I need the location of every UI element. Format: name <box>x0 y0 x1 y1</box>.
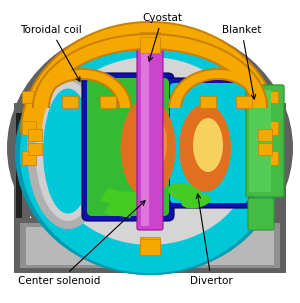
Text: Center solenoid: Center solenoid <box>18 201 145 286</box>
FancyBboxPatch shape <box>22 121 36 135</box>
Ellipse shape <box>179 104 231 192</box>
FancyBboxPatch shape <box>62 96 78 108</box>
Ellipse shape <box>27 73 109 229</box>
FancyBboxPatch shape <box>258 143 272 155</box>
FancyBboxPatch shape <box>258 129 272 141</box>
Bar <box>20 223 280 268</box>
FancyBboxPatch shape <box>248 198 274 230</box>
FancyBboxPatch shape <box>28 143 42 155</box>
Bar <box>26 227 274 265</box>
Polygon shape <box>16 113 22 223</box>
Polygon shape <box>22 35 278 174</box>
Polygon shape <box>20 21 280 133</box>
Ellipse shape <box>32 47 268 249</box>
Ellipse shape <box>20 36 280 270</box>
FancyBboxPatch shape <box>140 237 160 255</box>
Text: Toroidal coil: Toroidal coil <box>20 25 82 82</box>
FancyBboxPatch shape <box>140 32 160 50</box>
Polygon shape <box>32 68 132 108</box>
FancyBboxPatch shape <box>249 90 271 192</box>
Polygon shape <box>18 153 282 275</box>
FancyBboxPatch shape <box>236 96 252 108</box>
Ellipse shape <box>193 118 223 172</box>
FancyBboxPatch shape <box>264 121 278 135</box>
FancyBboxPatch shape <box>100 96 116 108</box>
Ellipse shape <box>43 88 93 214</box>
Ellipse shape <box>7 23 293 273</box>
Polygon shape <box>34 70 130 108</box>
FancyBboxPatch shape <box>264 91 278 103</box>
FancyBboxPatch shape <box>165 78 253 208</box>
Text: Blanket: Blanket <box>222 25 261 99</box>
Polygon shape <box>20 33 280 174</box>
FancyBboxPatch shape <box>22 151 36 165</box>
FancyBboxPatch shape <box>170 83 248 203</box>
Polygon shape <box>34 35 266 108</box>
FancyBboxPatch shape <box>87 78 169 216</box>
Ellipse shape <box>137 113 167 173</box>
Ellipse shape <box>181 194 211 208</box>
Ellipse shape <box>116 191 154 215</box>
FancyBboxPatch shape <box>200 96 216 108</box>
Ellipse shape <box>168 183 202 203</box>
FancyBboxPatch shape <box>246 85 284 197</box>
Ellipse shape <box>15 31 285 275</box>
Polygon shape <box>270 103 286 253</box>
Polygon shape <box>100 188 135 208</box>
Text: Divertor: Divertor <box>190 194 233 286</box>
FancyBboxPatch shape <box>82 73 174 221</box>
Polygon shape <box>14 103 30 253</box>
Ellipse shape <box>35 81 100 221</box>
FancyBboxPatch shape <box>140 239 160 255</box>
Ellipse shape <box>121 98 176 198</box>
FancyBboxPatch shape <box>264 151 278 165</box>
FancyBboxPatch shape <box>22 91 36 103</box>
Ellipse shape <box>45 57 255 245</box>
Polygon shape <box>170 70 266 108</box>
Polygon shape <box>22 23 278 133</box>
Ellipse shape <box>105 200 135 216</box>
Polygon shape <box>168 68 268 108</box>
Bar <box>14 218 286 273</box>
Ellipse shape <box>16 31 284 265</box>
FancyBboxPatch shape <box>137 41 163 230</box>
FancyBboxPatch shape <box>141 45 149 226</box>
Polygon shape <box>32 33 268 108</box>
Polygon shape <box>20 153 280 273</box>
Text: Cyostat: Cyostat <box>142 13 182 61</box>
Ellipse shape <box>24 39 276 257</box>
FancyBboxPatch shape <box>140 37 160 53</box>
FancyBboxPatch shape <box>28 129 42 141</box>
Polygon shape <box>104 200 138 218</box>
